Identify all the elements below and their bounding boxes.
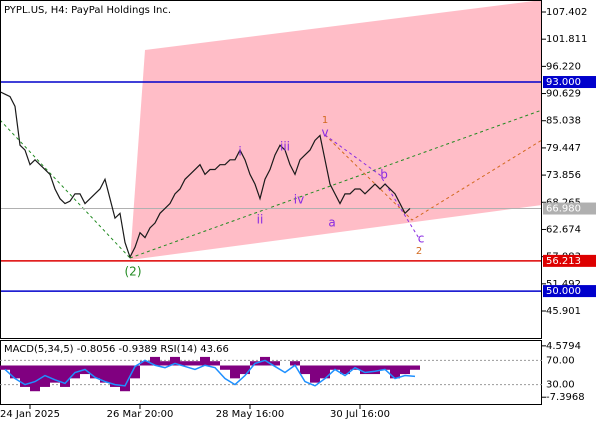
wave-label: b: [380, 168, 388, 182]
y-tick-label: 73.856: [546, 170, 581, 181]
level-label: 50.000: [546, 286, 581, 297]
wave-label: c: [418, 232, 425, 246]
level-tag: [543, 254, 596, 267]
wave-label: 1: [322, 115, 328, 126]
macd-bar: [20, 365, 30, 387]
channel: [130, 0, 542, 260]
y-tick-label: -7.3968: [546, 392, 585, 403]
y-tick-label: 79.447: [546, 143, 581, 154]
price-line: [0, 91, 411, 259]
level-label: 66.980: [546, 204, 581, 215]
wave-label: (2): [125, 265, 142, 279]
wave-label: a: [328, 216, 335, 230]
y-tick-label: 90.629: [546, 89, 581, 100]
macd-bar: [200, 356, 210, 366]
y-tick-label: 4.5794: [546, 341, 581, 352]
trend-line: [129, 109, 543, 259]
macd-bar: [380, 365, 390, 370]
macd-bar: [330, 365, 340, 370]
macd-bar: [110, 365, 120, 387]
macd-bar: [270, 361, 280, 366]
macd-bar: [160, 361, 170, 366]
y-tick-label: 85.038: [546, 116, 581, 127]
macd-bar: [150, 356, 160, 366]
macd-bar: [130, 365, 140, 379]
plot-frame: [0, 0, 542, 339]
macd-bar: [10, 365, 20, 379]
macd-bar: [140, 361, 150, 366]
y-tick-label: 51.492: [546, 279, 581, 290]
macd-bar: [320, 365, 330, 379]
y-tick-label: 62.674: [546, 224, 581, 235]
macd-bar: [100, 365, 110, 383]
level-tag: [543, 202, 596, 215]
wave-label: iv: [294, 193, 304, 207]
y2-tick-label: 70.00: [546, 355, 575, 366]
wave-label: 2: [416, 246, 422, 257]
y-tick-label: 101.811: [546, 34, 587, 45]
level-tag: [543, 76, 596, 89]
macd-bar: [400, 365, 410, 375]
macd-bar: [170, 356, 180, 366]
macd-bar: [210, 361, 220, 366]
x-tick-label: 26 Mar 20:00: [107, 409, 174, 420]
macd-bar: [240, 365, 250, 375]
forecast-line: [324, 134, 421, 241]
wave-label: ii: [257, 213, 264, 227]
y-tick-label: 45.901: [546, 306, 581, 317]
level-tag: [543, 285, 596, 298]
macd-bar: [180, 361, 190, 366]
macd-bar: [60, 365, 70, 387]
chart-title: PYPL.US, H4: PayPal Holdings Inc.: [4, 5, 171, 16]
macd-bar: [310, 365, 320, 383]
x-tick-label: 24 Jan 2025: [0, 409, 60, 420]
macd-bar: [120, 365, 130, 392]
macd-bar: [220, 365, 230, 370]
macd-bar: [410, 365, 420, 370]
macd-bar: [360, 365, 370, 375]
macd-bar: [300, 365, 310, 375]
macd-bar: [340, 365, 350, 375]
wave-label: v: [321, 126, 328, 140]
y-tick-label: 96.220: [546, 61, 581, 72]
macd-bar: [30, 365, 40, 392]
macd-bar: [230, 365, 240, 379]
macd-bar: [370, 365, 380, 375]
level-label: 93.000: [546, 77, 581, 88]
forecast-line: [324, 134, 543, 221]
y2-tick-label: 30.00: [546, 380, 575, 391]
macd-bar: [190, 361, 200, 366]
macd-bar: [90, 365, 100, 379]
wave-line: [0, 119, 131, 259]
macd-bar: [290, 361, 300, 366]
indicator-frame: [0, 340, 542, 405]
plot: [0, 81, 542, 292]
macd-bar: [50, 365, 60, 383]
x-tick-label: 30 Jul 16:00: [330, 409, 390, 420]
level-label: 56.213: [546, 256, 581, 267]
x-tick-label: 28 May 16:00: [216, 409, 285, 420]
y-tick-label: 107.402: [546, 7, 587, 18]
rsi-line: [4, 359, 416, 387]
wave-label: i: [238, 145, 241, 159]
wave-label: iii: [280, 140, 290, 154]
macd-bar: [0, 365, 10, 370]
macd-bar: [390, 365, 400, 379]
indicator-title: MACD(5,34,5) -0.8056 -0.9389 RSI(14) 43.…: [4, 344, 229, 355]
